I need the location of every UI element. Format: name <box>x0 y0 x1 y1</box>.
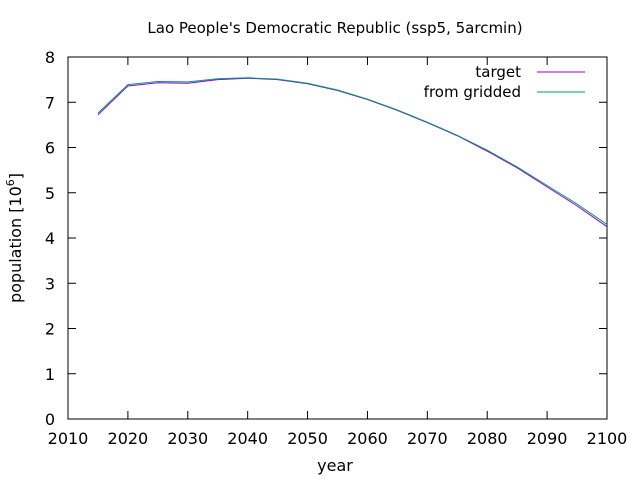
y-tick-label: 0 <box>45 410 55 429</box>
x-tick-label: 2020 <box>108 429 149 448</box>
y-tick-label: 5 <box>45 184 55 203</box>
y-tick-label: 4 <box>45 229 55 248</box>
x-tick-label: 2090 <box>527 429 568 448</box>
chart-title: Lao People's Democratic Republic (ssp5, … <box>147 19 522 37</box>
y-tick-label: 3 <box>45 274 55 293</box>
x-tick-label: 2080 <box>467 429 508 448</box>
x-tick-label: 2040 <box>227 429 268 448</box>
y-tick-label: 6 <box>45 139 55 158</box>
y-tick-label: 7 <box>45 93 55 112</box>
x-tick-label: 2030 <box>167 429 208 448</box>
legend: target from gridded <box>424 63 585 101</box>
legend-label: from gridded <box>424 83 521 101</box>
y-tick-label: 1 <box>45 365 55 384</box>
y-tick-label: 2 <box>45 320 55 339</box>
y-axis-ticks: 0 1 2 3 4 5 6 7 8 <box>45 48 607 429</box>
x-axis-label: year <box>317 456 353 475</box>
y-axis-label-close: ] <box>6 173 25 179</box>
plot-frame <box>67 56 608 420</box>
series-line-0 <box>97 77 608 228</box>
x-tick-label: 2050 <box>287 429 328 448</box>
y-axis-label: population [106] <box>4 173 25 303</box>
x-tick-label: 2070 <box>407 429 448 448</box>
legend-label: target <box>475 63 521 81</box>
y-axis-label-exponent: 6 <box>4 179 17 186</box>
series-line-1 <box>97 77 608 225</box>
y-axis-label-main: population [10 <box>6 186 25 303</box>
series-lines <box>97 77 608 228</box>
x-tick-label: 2010 <box>48 429 89 448</box>
x-tick-label: 2060 <box>347 429 388 448</box>
x-axis-ticks: 2010 2020 2030 2040 2050 2060 2070 2080 2090 2100 <box>48 57 628 448</box>
x-tick-label: 2100 <box>587 429 628 448</box>
y-tick-label: 8 <box>45 48 55 67</box>
